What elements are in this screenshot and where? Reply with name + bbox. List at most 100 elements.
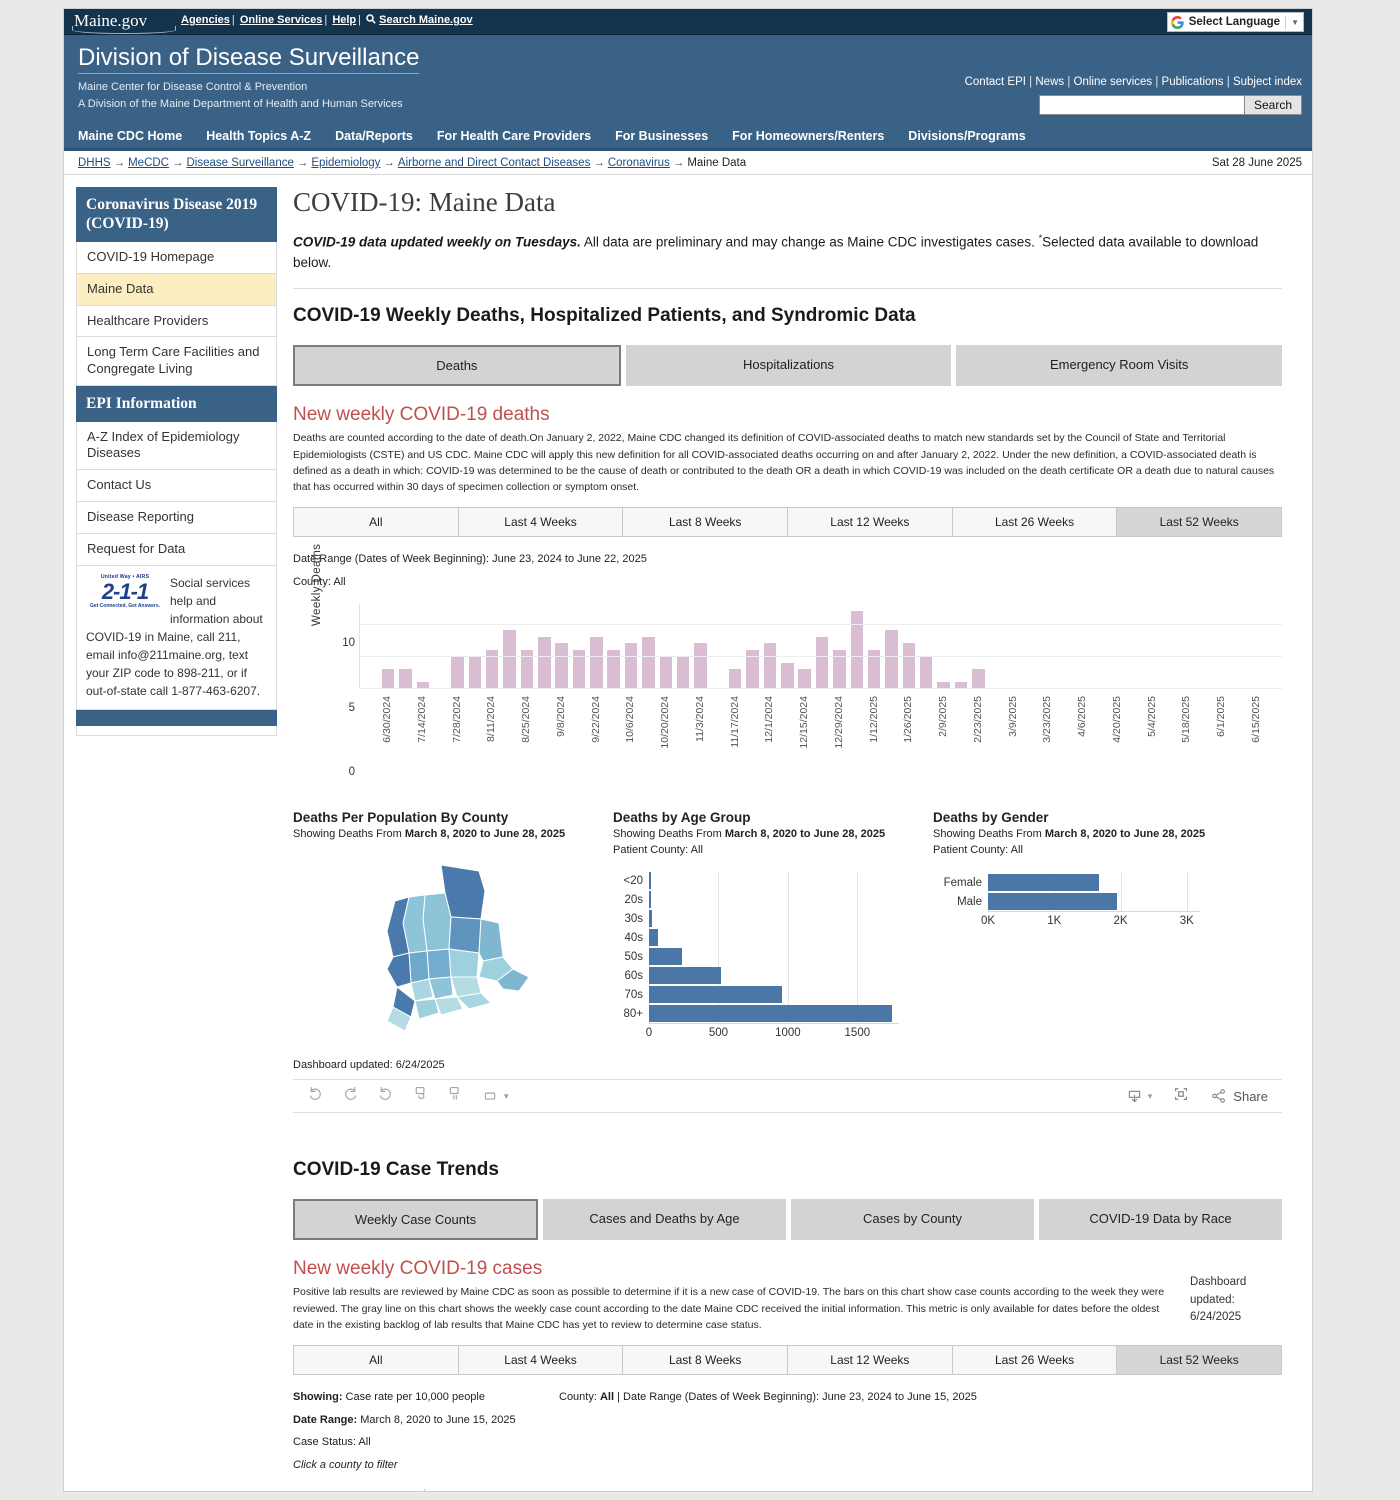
h-bar-row[interactable]: 80+ xyxy=(613,1004,933,1024)
pause-updates-icon[interactable] xyxy=(447,1085,464,1107)
deaths-bar[interactable] xyxy=(485,649,499,689)
bar-slot[interactable] xyxy=(970,604,987,689)
bar-slot[interactable] xyxy=(831,604,848,689)
bar-slot[interactable] xyxy=(1091,604,1108,688)
link-publications[interactable]: Publications xyxy=(1161,76,1224,88)
deaths-bar[interactable] xyxy=(728,669,742,689)
bar-slot[interactable] xyxy=(518,604,535,689)
bar-slot[interactable] xyxy=(605,604,622,689)
bar-slot[interactable] xyxy=(1004,604,1021,688)
cases-chart-svg[interactable] xyxy=(553,1487,1282,1492)
bar-slot[interactable] xyxy=(657,604,674,689)
deaths-bar[interactable] xyxy=(815,636,829,689)
sidebar-item-contact-us[interactable]: Contact Us xyxy=(76,470,277,503)
cases-week-range-last-8[interactable]: Last 8 Weeks xyxy=(623,1346,789,1375)
bar-slot[interactable] xyxy=(900,604,917,689)
download-icon[interactable]: ▾ xyxy=(1126,1088,1152,1105)
nav-for-businesses[interactable]: For Businesses xyxy=(615,129,709,143)
link-help[interactable]: Help xyxy=(332,14,357,26)
deaths-bar[interactable] xyxy=(538,636,551,689)
bar-slot[interactable] xyxy=(935,604,952,689)
maine-map-svg[interactable] xyxy=(353,857,553,1037)
deaths-bar[interactable] xyxy=(468,656,482,689)
deaths-bar[interactable] xyxy=(381,669,395,689)
sidebar-item-healthcare-providers[interactable]: Healthcare Providers xyxy=(76,305,277,338)
chevron-down-icon[interactable]: ▼ xyxy=(1291,17,1299,27)
bar-slot[interactable] xyxy=(1108,604,1125,688)
deaths-bar[interactable] xyxy=(902,643,916,689)
week-range-last-52[interactable]: Last 52 Weeks xyxy=(1117,508,1282,537)
breadcrumb-airborne[interactable]: Airborne and Direct Contact Diseases xyxy=(397,157,591,169)
tab-weekly-case-counts[interactable]: Weekly Case Counts xyxy=(293,1199,538,1241)
deaths-bar[interactable] xyxy=(555,643,568,689)
h-bar[interactable] xyxy=(649,929,659,947)
tab-deaths[interactable]: Deaths xyxy=(293,345,621,387)
breadcrumb-mecdc[interactable]: MeCDC xyxy=(128,157,169,169)
h-bar[interactable] xyxy=(649,891,651,909)
bar-slot[interactable] xyxy=(449,604,466,689)
tab-cases-deaths-by-age[interactable]: Cases and Deaths by Age xyxy=(543,1199,786,1241)
cases-bar-line-chart[interactable]: 800 600 xyxy=(553,1487,1282,1492)
h-bar[interactable] xyxy=(649,967,722,985)
maine-gov-logo[interactable]: Maine.gov xyxy=(72,11,176,34)
bar-slot[interactable] xyxy=(431,604,448,688)
bar-slot[interactable] xyxy=(1265,604,1282,688)
sidebar-item-maine-data[interactable]: Maine Data xyxy=(76,273,277,306)
nav-health-topics[interactable]: Health Topics A-Z xyxy=(206,129,312,143)
deaths-bar[interactable] xyxy=(694,643,707,689)
deaths-bar[interactable] xyxy=(642,636,655,689)
bar-slot[interactable] xyxy=(622,604,639,689)
deaths-bar[interactable] xyxy=(416,681,429,689)
bar-slot[interactable] xyxy=(779,604,796,689)
h-bar-row[interactable]: 60s xyxy=(613,966,933,986)
deaths-bar[interactable] xyxy=(972,669,985,689)
deaths-bar[interactable] xyxy=(850,610,863,689)
deaths-bar[interactable] xyxy=(624,643,638,689)
week-range-last-26[interactable]: Last 26 Weeks xyxy=(952,508,1118,537)
age-group-bar-chart[interactable]: <20 20s 30s 40s 50s 60s 70s 80+ xyxy=(613,871,933,1024)
maine-county-map[interactable] xyxy=(293,857,613,1042)
search-input[interactable] xyxy=(1038,95,1245,115)
sidebar-item-az-index[interactable]: A-Z Index of Epidemiology Diseases xyxy=(76,421,277,471)
cases-week-range-last-52[interactable]: Last 52 Weeks xyxy=(1117,1346,1282,1375)
bar-slot[interactable] xyxy=(362,604,379,688)
cases-week-range-last-26[interactable]: Last 26 Weeks xyxy=(952,1346,1118,1375)
bar-slot[interactable] xyxy=(918,604,935,689)
bar-slot[interactable] xyxy=(1178,604,1195,688)
gender-bar-chart[interactable]: Female Male xyxy=(933,873,1253,912)
h-bar[interactable] xyxy=(988,893,1117,911)
deaths-bar[interactable] xyxy=(607,649,620,689)
bar-slot[interactable] xyxy=(397,604,414,689)
deaths-bar[interactable] xyxy=(763,643,777,689)
bar-slot[interactable] xyxy=(1143,604,1160,688)
h-bar-row[interactable]: 50s xyxy=(613,947,933,967)
cases-county-map[interactable] xyxy=(293,1487,553,1492)
cases-map-svg[interactable] xyxy=(293,1487,553,1492)
cases-week-range-last-12[interactable]: Last 12 Weeks xyxy=(788,1346,953,1375)
bar-slot[interactable] xyxy=(744,604,761,689)
sidebar-item-long-term-care[interactable]: Long Term Care Facilities and Congregate… xyxy=(76,337,277,387)
deaths-bar[interactable] xyxy=(503,630,516,689)
bar-slot[interactable] xyxy=(952,604,969,689)
search-button[interactable]: Search xyxy=(1244,95,1302,115)
bar-slot[interactable] xyxy=(570,604,587,689)
nav-health-care-providers[interactable]: For Health Care Providers xyxy=(436,129,592,143)
bar-slot[interactable] xyxy=(727,604,744,689)
week-range-last-4[interactable]: Last 4 Weeks xyxy=(458,508,624,537)
deaths-bar[interactable] xyxy=(520,649,534,689)
bar-slot[interactable] xyxy=(1247,604,1264,688)
bar-slot[interactable] xyxy=(1056,604,1073,688)
deaths-bar[interactable] xyxy=(885,630,898,689)
deaths-bar[interactable] xyxy=(676,656,690,689)
tab-hospitalizations[interactable]: Hospitalizations xyxy=(625,345,952,387)
bar-slot[interactable] xyxy=(501,604,518,689)
bar-slot[interactable] xyxy=(1074,604,1091,688)
chevron-down-icon[interactable]: ▾ xyxy=(504,1090,509,1101)
bar-slot[interactable] xyxy=(1230,604,1247,688)
breadcrumb-coronavirus[interactable]: Coronavirus xyxy=(607,157,670,169)
breadcrumb-epidemiology[interactable]: Epidemiology xyxy=(311,157,381,169)
bar-slot[interactable] xyxy=(987,604,1004,688)
bar-slot[interactable] xyxy=(414,604,431,689)
deaths-bar[interactable] xyxy=(746,649,759,689)
h-bar-row[interactable]: 40s xyxy=(613,928,933,948)
